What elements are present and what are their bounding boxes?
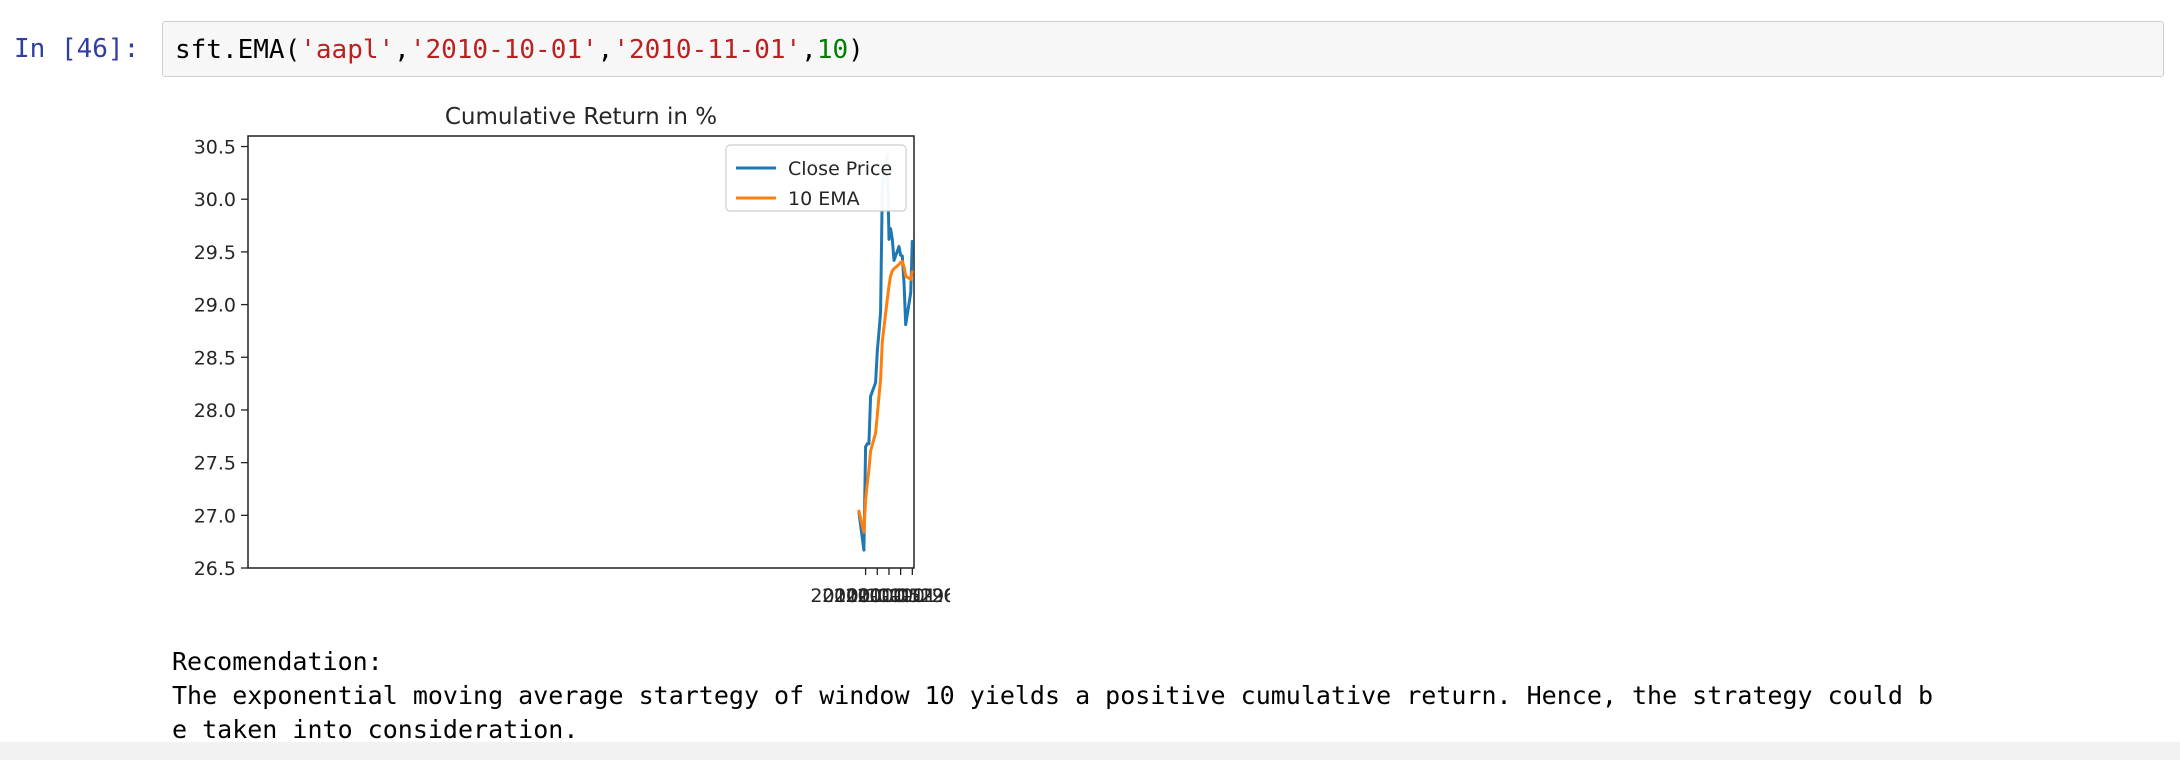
series-1-point xyxy=(889,274,893,278)
series-1-point xyxy=(869,449,873,453)
code-token-arg-window: 10 xyxy=(816,35,849,65)
chart-title: Cumulative Return in % xyxy=(445,104,717,130)
output-line-heading: Recomendation: xyxy=(172,647,383,676)
series-0-point xyxy=(897,245,901,249)
series-0-point xyxy=(890,237,894,241)
series-1-point xyxy=(862,530,866,534)
series-0-point xyxy=(892,258,896,262)
series-0-point xyxy=(877,331,881,335)
series-0-point xyxy=(909,291,913,295)
code-token-close: ) xyxy=(848,35,864,65)
x-tick-label: 2010-10-05 xyxy=(810,585,920,607)
series-0-point xyxy=(879,310,883,314)
legend-label: 10 EMA xyxy=(788,188,860,210)
code-token-arg-end: '2010-11-01' xyxy=(613,35,802,65)
series-1-point xyxy=(910,270,914,274)
series-1-point xyxy=(902,265,906,269)
series-0-point xyxy=(904,323,908,327)
series-1-point xyxy=(864,498,867,501)
series-1-point xyxy=(867,468,871,472)
series-1-point xyxy=(887,284,891,288)
series-1-point xyxy=(880,340,884,343)
notebook-footer-strip xyxy=(0,742,2180,760)
series-0-point xyxy=(910,239,914,243)
code-token-sep: , xyxy=(801,35,817,65)
line-chart: Cumulative Return in % 26.5 27.0 27.5 28.0 28… xyxy=(194,104,950,607)
cell-prompt: In [46]: xyxy=(14,34,140,64)
series-1-point xyxy=(857,509,861,513)
y-tick-label: 30.5 xyxy=(194,137,236,159)
series-1-point xyxy=(879,377,883,381)
series-1-point xyxy=(877,395,881,399)
x-tick-label: 2010-10-12 xyxy=(822,585,932,607)
series-0-point xyxy=(864,445,867,449)
series-0-point xyxy=(902,281,906,284)
chart-legend xyxy=(725,144,907,212)
series-1-point xyxy=(909,277,913,281)
y-tick-label: 27.5 xyxy=(194,453,236,475)
series-0-point xyxy=(867,442,871,446)
output-line-body: The exponential moving average startegy … xyxy=(172,681,1933,710)
x-tick-label: 2010-11-02 xyxy=(857,585,950,607)
y-tick-label: 28.0 xyxy=(194,400,236,422)
series-0-point xyxy=(874,381,878,384)
series-1-point xyxy=(904,274,908,278)
code-input[interactable]: sft.EMA('aapl','2010-10-01','2010-11-01'… xyxy=(162,21,2164,77)
y-tick-label: 29.0 xyxy=(194,295,236,317)
output-line-body-cont: e taken into consideration. xyxy=(172,715,579,744)
series-1-point xyxy=(897,263,901,266)
series-1-point xyxy=(890,269,894,273)
series-0-point xyxy=(887,237,891,241)
y-tick-label: 27.0 xyxy=(194,505,236,527)
x-tick-label: 2010-10-26 xyxy=(845,585,950,607)
y-tick-label: 26.5 xyxy=(194,558,236,580)
code-token-arg-ticker: 'aapl' xyxy=(300,35,395,65)
series-0-point xyxy=(862,548,866,552)
y-tick-label: 28.5 xyxy=(194,347,236,369)
chart-output: Cumulative Return in % 26.5 27.0 27.5 28.0 28… xyxy=(160,96,950,616)
series-1-point xyxy=(885,297,889,301)
code-token-sep: , xyxy=(394,35,410,65)
series-0-point xyxy=(900,254,904,258)
legend-label: Close Price xyxy=(788,158,892,180)
plot-frame xyxy=(247,135,915,569)
code-token-arg-start: '2010-10-01' xyxy=(409,35,598,65)
series-0-point xyxy=(869,394,873,398)
series-1-point xyxy=(892,267,896,271)
series-1-point xyxy=(875,413,879,417)
series-0-point xyxy=(889,227,893,231)
code-token-sep: , xyxy=(597,35,614,65)
x-tick-label: 2010-10-19 xyxy=(834,585,944,607)
series-1-point xyxy=(900,259,904,263)
y-tick-label: 30.0 xyxy=(194,189,236,211)
series-1-point xyxy=(874,431,878,435)
output-text: Recomendation: The exponential moving ave… xyxy=(172,645,1933,747)
code-token-call: sft.EMA( xyxy=(175,35,301,65)
series-0-point xyxy=(875,349,879,353)
series-1-point xyxy=(865,482,869,486)
y-tick-label: 29.5 xyxy=(194,242,236,264)
